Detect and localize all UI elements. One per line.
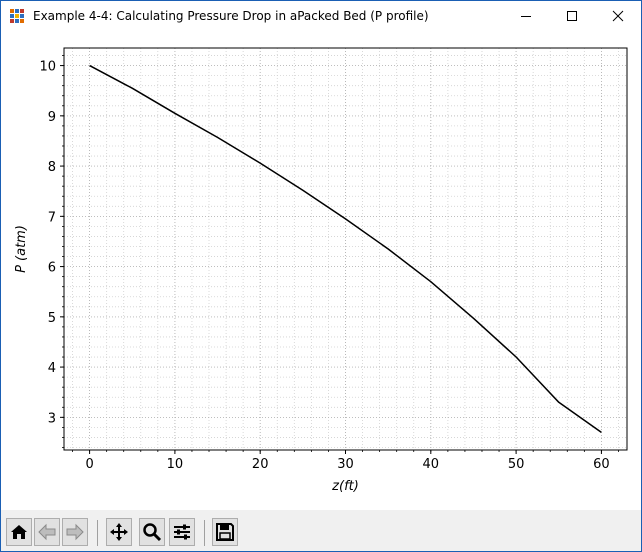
- navigation-toolbar: [1, 510, 641, 551]
- pan-button[interactable]: [106, 518, 132, 546]
- zoom-icon: [143, 523, 162, 542]
- toolbar-separator: [204, 520, 205, 546]
- home-button[interactable]: [6, 518, 32, 546]
- y-tick-label: 3: [48, 411, 56, 426]
- x-tick-label: 30: [337, 457, 354, 472]
- x-tick-label: 20: [252, 457, 269, 472]
- maximize-button[interactable]: [549, 1, 595, 31]
- ticks: 0 10 20 30 40 50 60 3 4 5 6 7 8 9 10: [39, 55, 619, 472]
- maximize-icon: [567, 11, 577, 21]
- zoom-button[interactable]: [139, 518, 165, 546]
- y-tick-label: 8: [48, 160, 56, 175]
- home-icon: [11, 525, 27, 539]
- y-axis-label: P (atm): [14, 225, 29, 273]
- configure-subplots-icon: [174, 524, 190, 540]
- x-tick-label: 0: [85, 457, 93, 472]
- figure-canvas[interactable]: 0 10 20 30 40 50 60 3 4 5 6 7 8 9 10 z(ft) P (atm): [1, 31, 641, 510]
- pan-icon: [110, 523, 128, 541]
- x-axis-label: z(ft): [331, 479, 359, 494]
- minimize-button[interactable]: [503, 1, 549, 31]
- y-tick-label: 5: [48, 311, 56, 326]
- y-tick-label: 6: [48, 261, 56, 276]
- minimize-icon: [521, 16, 531, 17]
- y-tick-label: 9: [48, 110, 56, 125]
- close-icon: [612, 10, 624, 22]
- save-button[interactable]: [212, 518, 238, 546]
- window-title: Example 4-4: Calculating Pressure Drop i…: [33, 9, 429, 23]
- x-tick-label: 10: [167, 457, 184, 472]
- save-icon: [216, 523, 234, 541]
- x-tick-label: 60: [593, 457, 610, 472]
- series-layer: [89, 64, 602, 434]
- close-button[interactable]: [595, 1, 641, 31]
- matplotlib-figure-icon: [9, 8, 25, 24]
- y-tick-label: 4: [48, 361, 56, 376]
- y-tick-label: 7: [48, 210, 56, 225]
- forward-button[interactable]: [62, 518, 88, 546]
- major-grid: [64, 48, 627, 450]
- pressure-profile-line: [89, 64, 602, 434]
- x-tick-label: 50: [508, 457, 525, 472]
- back-arrow-icon: [38, 523, 56, 541]
- forward-arrow-icon: [66, 523, 84, 541]
- title-bar[interactable]: Example 4-4: Calculating Pressure Drop i…: [1, 1, 641, 31]
- configure-subplots-button[interactable]: [169, 518, 195, 546]
- back-button[interactable]: [34, 518, 60, 546]
- x-tick-label: 40: [423, 457, 440, 472]
- toolbar-separator: [97, 520, 98, 546]
- line-chart[interactable]: 0 10 20 30 40 50 60 3 4 5 6 7 8 9 10 z(ft) P (atm): [1, 31, 641, 510]
- y-tick-label: 10: [39, 60, 56, 75]
